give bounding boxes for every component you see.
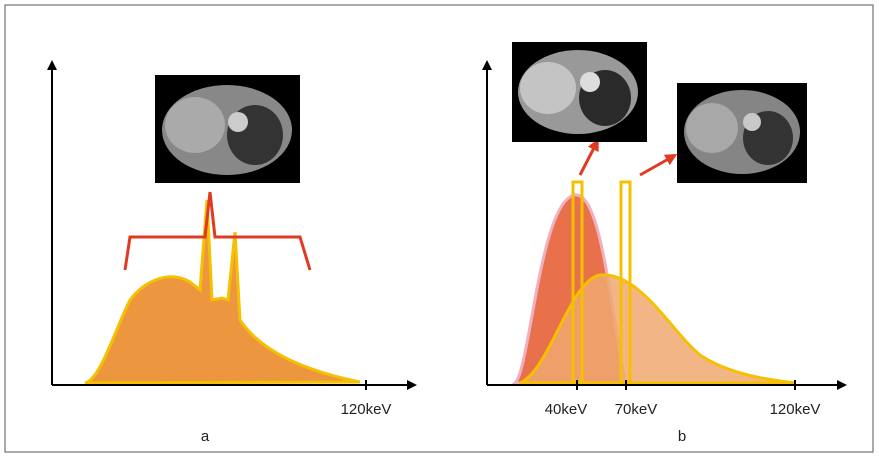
panel-a: 120keV a: [52, 65, 412, 445]
figure: 120keV a 40keV 70keV 120keV: [0, 0, 879, 456]
arrow: [640, 157, 672, 175]
ct-image: [512, 42, 647, 142]
bracket: [125, 192, 310, 270]
panel-label: a: [201, 428, 210, 445]
axis-label: 120keV: [341, 401, 392, 418]
axis-label: 70keV: [615, 401, 658, 418]
spectrum: [85, 200, 360, 383]
axis-label: 40keV: [545, 401, 588, 418]
ct-image: [155, 75, 300, 183]
panel-b: 40keV 70keV 120keV b: [487, 42, 842, 445]
ct-image: [677, 83, 807, 183]
panel-label: b: [678, 428, 686, 445]
axis-label: 120keV: [770, 401, 821, 418]
arrow: [580, 144, 596, 175]
